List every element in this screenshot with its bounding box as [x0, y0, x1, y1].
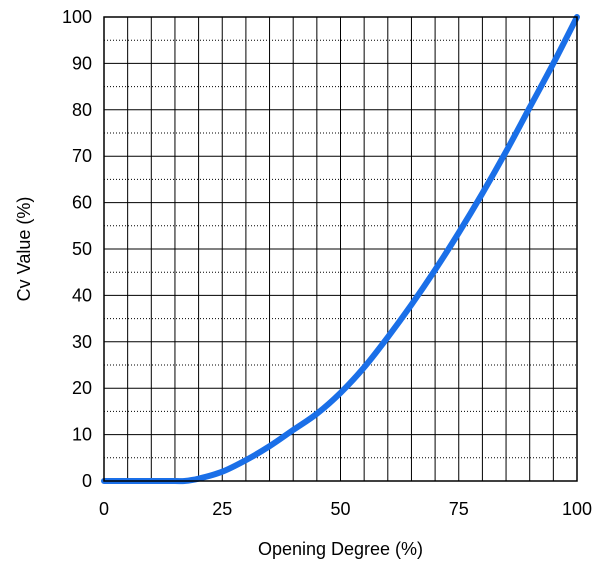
- y-tick-label: 70: [72, 146, 92, 166]
- y-tick-label: 50: [72, 239, 92, 259]
- x-tick-label: 100: [562, 499, 592, 519]
- y-tick-label: 100: [62, 7, 92, 27]
- x-tick-label: 50: [330, 499, 350, 519]
- grid: [104, 17, 577, 481]
- x-axis-ticks: 0 25 50 75 100: [99, 499, 592, 519]
- y-tick-label: 90: [72, 53, 92, 73]
- x-tick-label: 25: [212, 499, 232, 519]
- y-tick-label: 60: [72, 193, 92, 213]
- plot-frame: [103, 16, 578, 482]
- x-tick-label: 75: [449, 499, 469, 519]
- y-tick-label: 80: [72, 100, 92, 120]
- x-tick-label: 0: [99, 499, 109, 519]
- y-tick-label: 10: [72, 425, 92, 445]
- y-tick-label: 40: [72, 285, 92, 305]
- y-tick-label: 30: [72, 332, 92, 352]
- x-axis-title: Opening Degree (%): [258, 539, 423, 559]
- y-tick-label: 0: [82, 471, 92, 491]
- y-axis-title: Cv Value (%): [14, 197, 34, 302]
- y-axis-ticks: 0 10 20 30 40 50 60 70 80 90 100: [62, 7, 92, 491]
- y-tick-label: 20: [72, 378, 92, 398]
